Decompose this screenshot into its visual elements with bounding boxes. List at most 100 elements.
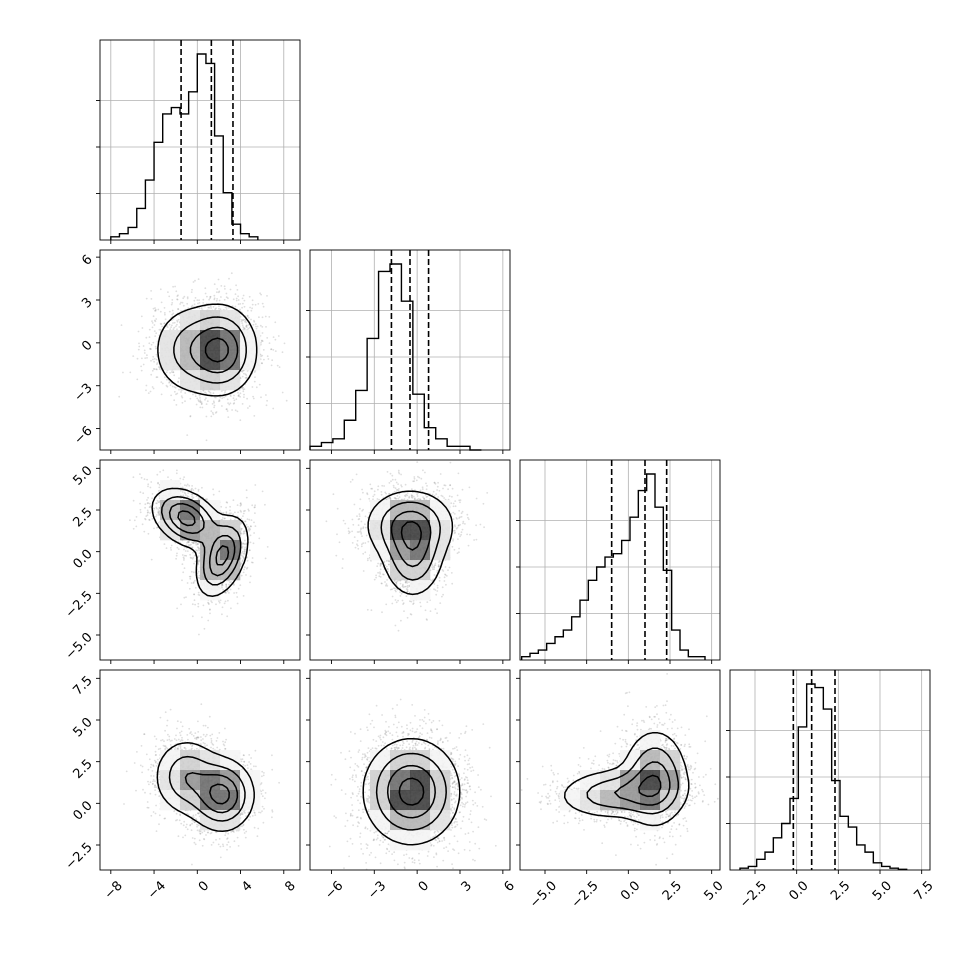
scatter-point xyxy=(155,358,158,361)
scatter-point xyxy=(207,390,210,393)
scatter-point xyxy=(229,581,231,584)
scatter-point xyxy=(191,495,193,498)
scatter-point xyxy=(172,371,175,373)
scatter-point xyxy=(237,511,240,514)
scatter-point xyxy=(201,616,203,619)
scatter-point xyxy=(155,318,158,320)
scatter-point xyxy=(171,309,174,312)
scatter-point xyxy=(173,390,176,393)
scatter-point xyxy=(197,591,200,594)
scatter-point xyxy=(190,582,193,584)
scatter-point xyxy=(181,486,184,489)
scatter-point xyxy=(225,512,228,514)
scatter-point xyxy=(253,320,256,323)
scatter-point xyxy=(150,298,153,300)
scatter-point xyxy=(253,532,256,534)
scatter-point xyxy=(246,397,249,400)
scatter-point xyxy=(190,570,193,573)
scatter-point xyxy=(163,376,166,379)
histogram-bars xyxy=(739,683,908,870)
scatter-point xyxy=(243,568,246,571)
scatter-point xyxy=(239,303,242,305)
scatter-point xyxy=(235,284,238,287)
scatter-point xyxy=(241,386,244,389)
scatter-point xyxy=(209,305,212,308)
scatter-point xyxy=(189,415,192,417)
scatter-point xyxy=(168,310,171,313)
scatter-point xyxy=(193,299,196,302)
scatter-point xyxy=(159,471,162,473)
scatter-point xyxy=(201,486,203,489)
scatter-point xyxy=(193,541,196,543)
scatter-point xyxy=(278,366,281,368)
scatter-point xyxy=(157,509,160,511)
scatter-point xyxy=(165,325,168,328)
scatter-point xyxy=(263,358,265,361)
scatter-point xyxy=(129,371,132,374)
scatter-point xyxy=(172,328,175,331)
scatter-point xyxy=(261,354,264,357)
scatter-point xyxy=(209,612,211,615)
scatter-point xyxy=(232,402,235,405)
scatter-point xyxy=(150,373,153,376)
scatter-point xyxy=(176,552,178,555)
scatter-point xyxy=(199,399,202,402)
scatter-point xyxy=(244,551,247,553)
scatter-point xyxy=(221,583,224,586)
scatter-point xyxy=(176,469,178,472)
scatter-point xyxy=(199,397,201,399)
scatter-point xyxy=(153,319,156,322)
scatter-point xyxy=(193,593,196,596)
scatter-point xyxy=(243,556,246,559)
scatter-point xyxy=(183,476,186,478)
scatter-point xyxy=(154,335,157,337)
scatter-point xyxy=(183,554,186,557)
scatter-point xyxy=(230,512,232,514)
scatter-point xyxy=(232,298,235,301)
scatter-point xyxy=(186,540,189,543)
scatter-point xyxy=(181,563,184,566)
scatter-point xyxy=(244,318,246,321)
scatter-point xyxy=(239,419,242,422)
scatter-point xyxy=(200,391,202,393)
scatter-point xyxy=(170,544,173,547)
scatter-point xyxy=(206,400,209,403)
scatter-point xyxy=(248,518,251,521)
scatter-point xyxy=(254,376,256,378)
scatter-point xyxy=(218,307,220,310)
scatter-point xyxy=(191,487,193,490)
scatter-point xyxy=(212,493,215,496)
panel-content xyxy=(118,272,288,442)
scatter-point xyxy=(192,281,195,283)
contour-line xyxy=(204,337,229,363)
scatter-point xyxy=(172,312,175,315)
panel-frame xyxy=(729,669,931,871)
scatter-point xyxy=(222,588,225,591)
contour-line xyxy=(173,316,247,384)
scatter-point xyxy=(241,297,244,300)
scatter-point xyxy=(225,584,228,586)
scatter-point xyxy=(236,289,239,291)
scatter-point xyxy=(270,348,273,350)
scatter-point xyxy=(156,363,158,366)
scatter-point xyxy=(198,307,201,310)
scatter-point xyxy=(191,497,194,500)
scatter-point xyxy=(270,348,272,351)
scatter-point xyxy=(244,520,246,523)
scatter-point xyxy=(242,318,245,321)
scatter-point xyxy=(224,600,227,603)
scatter-point xyxy=(153,360,156,363)
scatter-point xyxy=(239,509,242,512)
scatter-point xyxy=(153,507,156,510)
scatter-point xyxy=(210,307,213,309)
scatter-point xyxy=(220,285,223,287)
scatter-point xyxy=(189,577,192,580)
scatter-point xyxy=(236,410,239,413)
scatter-point xyxy=(254,369,257,372)
scatter-point xyxy=(194,560,197,563)
scatter-point xyxy=(183,491,186,494)
scatter-point xyxy=(166,326,169,328)
scatter-point xyxy=(266,337,269,339)
scatter-point xyxy=(184,484,186,487)
